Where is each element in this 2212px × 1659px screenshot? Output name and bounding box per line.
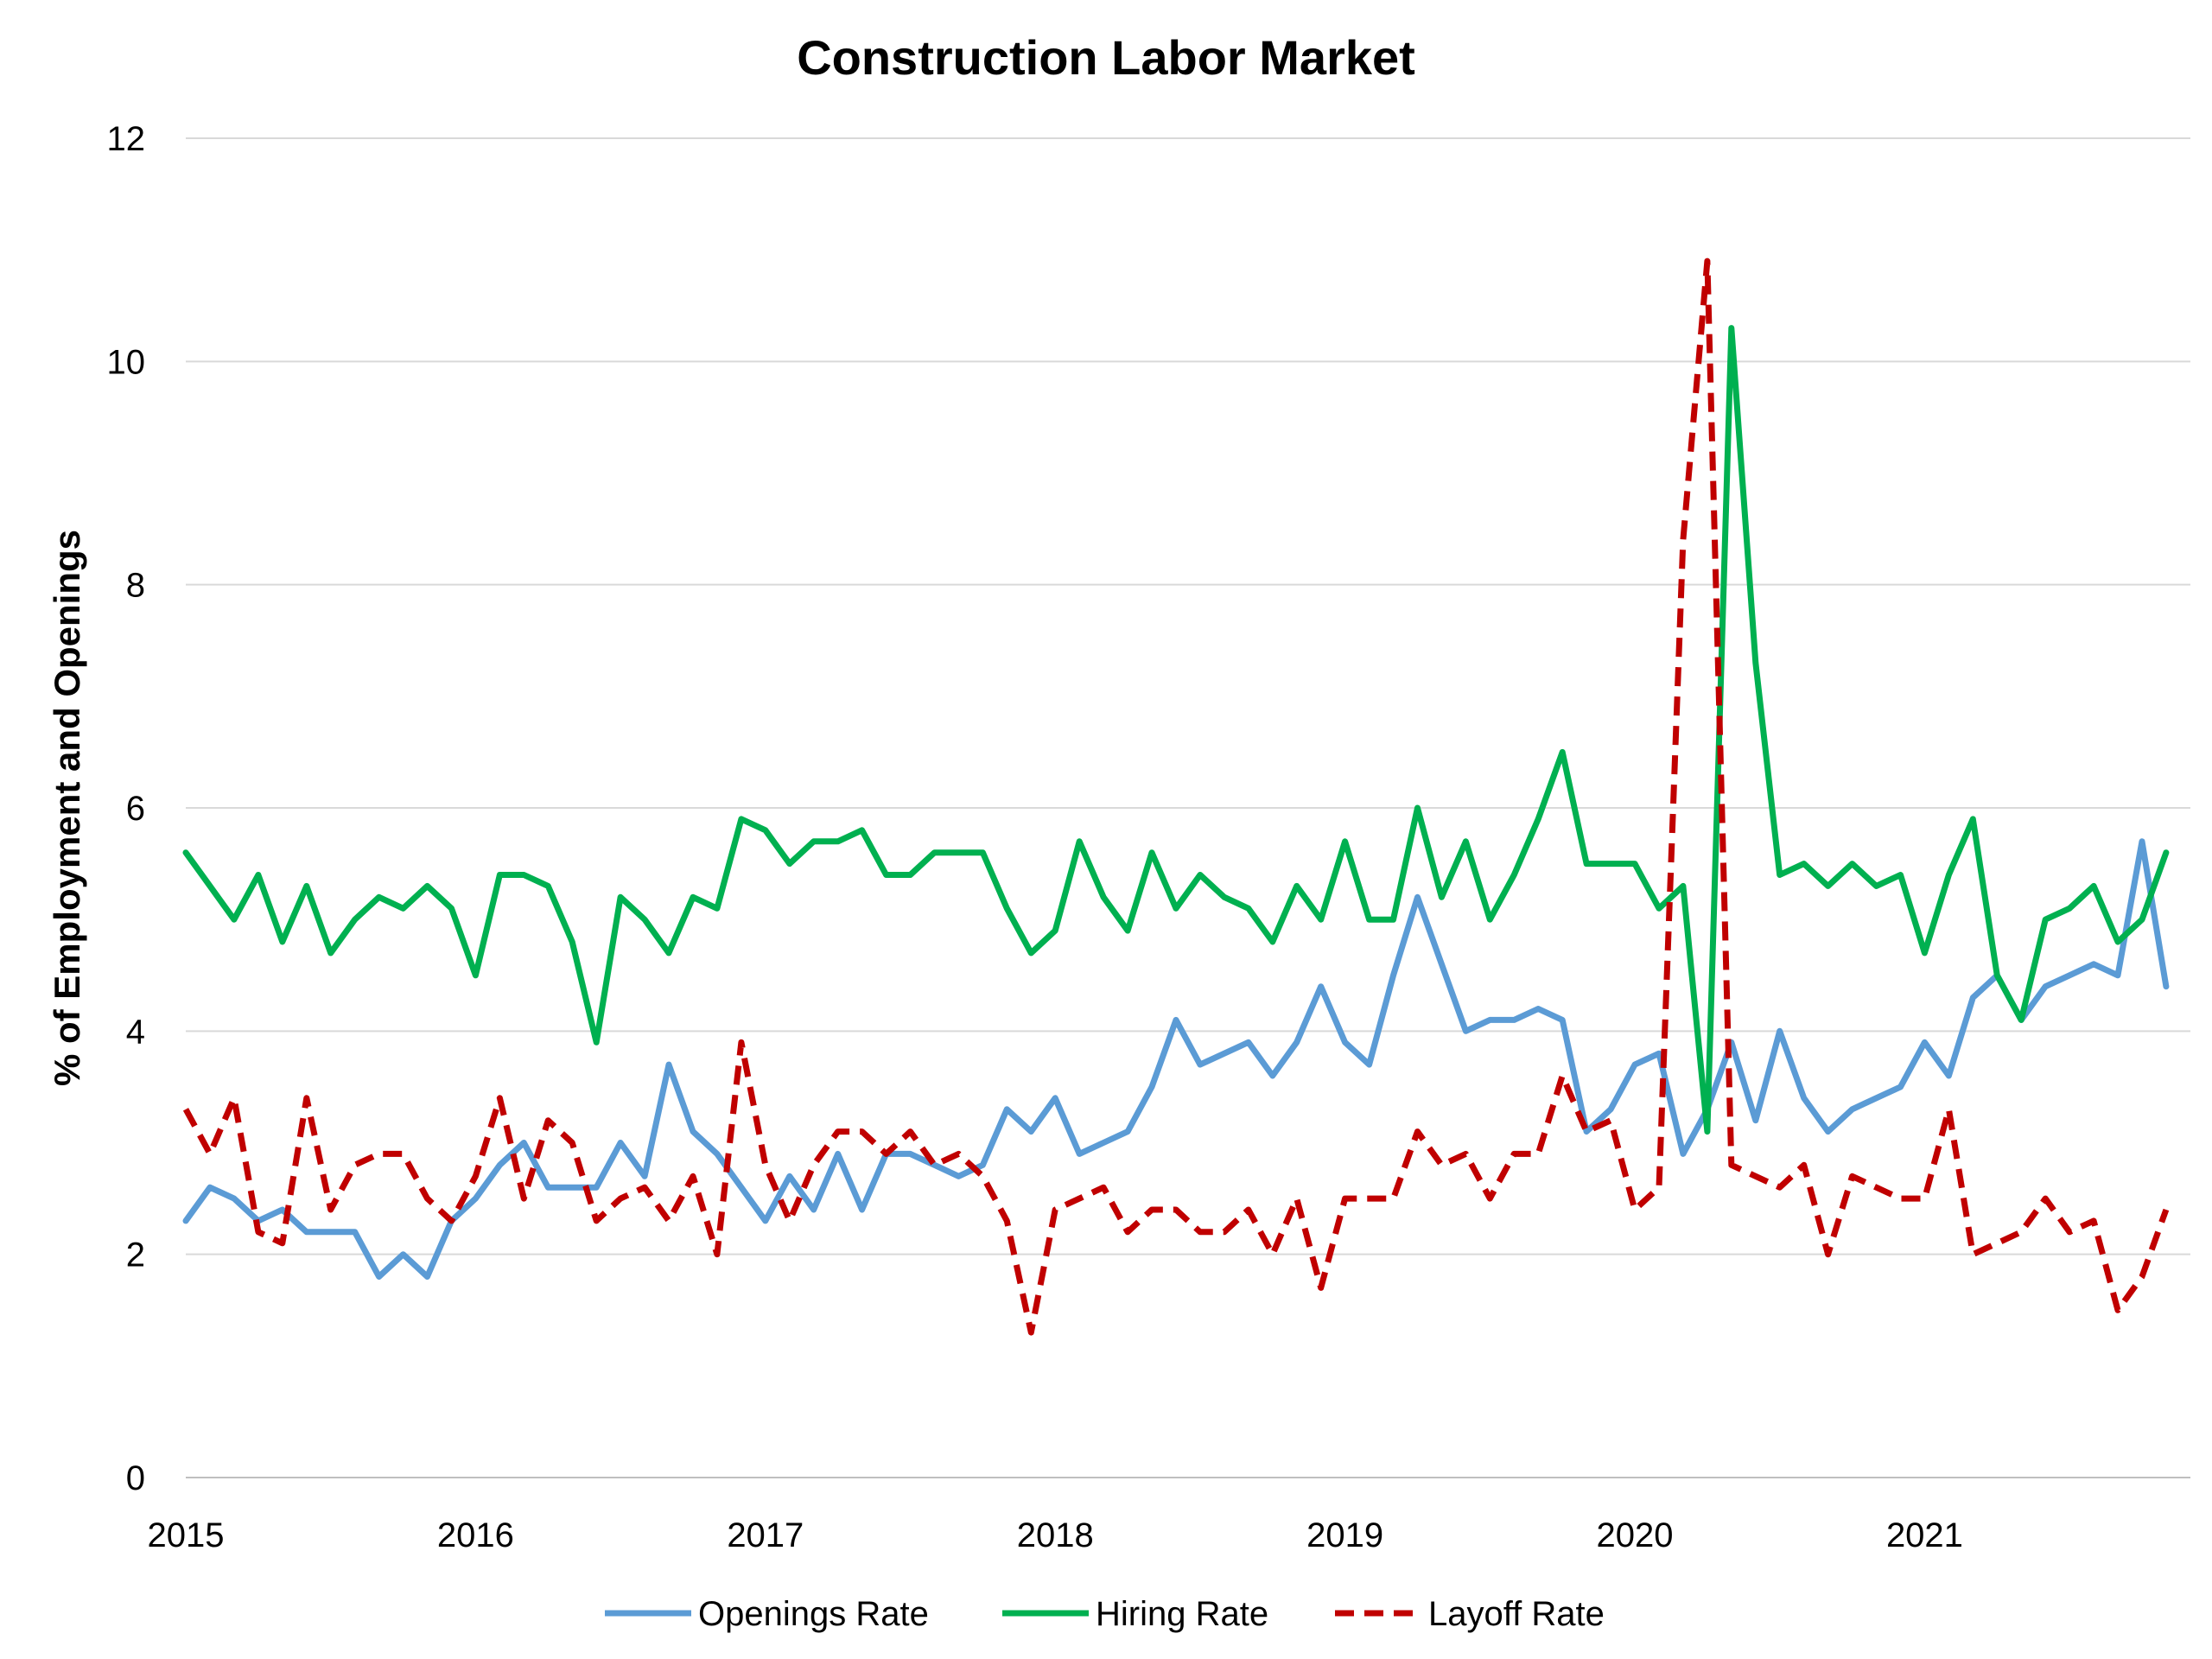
x-tick-label: 2021 [1886,1516,1963,1554]
legend: Openings Rate Hiring Rate Layoff Rate [605,1595,1605,1633]
y-tick-label: 2 [126,1236,145,1274]
chart-title: Construction Labor Market [797,30,1415,85]
series-line-hiring-rate [182,325,2170,1135]
y-axis-ticks: 0 2 4 6 8 10 12 [107,120,146,1497]
y-tick-label: 10 [107,343,146,381]
y-tick-label: 0 [126,1459,145,1497]
gridlines [186,137,2190,1478]
y-tick-label: 8 [126,567,145,605]
series-lines [182,257,2170,1336]
y-tick-label: 12 [107,120,146,158]
y-tick-label: 6 [126,790,145,828]
series-line-layoff-rate [182,257,2170,1336]
series-line-openings-rate [182,838,2170,1280]
x-tick-label: 2020 [1597,1516,1674,1554]
legend-label: Openings Rate [698,1595,929,1633]
x-tick-label: 2019 [1306,1516,1383,1554]
legend-label: Hiring Rate [1096,1595,1268,1633]
x-axis-ticks: 2015 2016 2017 2018 2019 2020 2021 [148,1516,1963,1554]
legend-label: Layoff Rate [1428,1595,1605,1633]
y-axis-label: % of Employment and Openings [47,530,87,1086]
x-tick-label: 2016 [437,1516,514,1554]
x-tick-label: 2018 [1017,1516,1094,1554]
y-tick-label: 4 [126,1013,145,1051]
x-tick-label: 2017 [727,1516,804,1554]
x-tick-label: 2015 [148,1516,225,1554]
